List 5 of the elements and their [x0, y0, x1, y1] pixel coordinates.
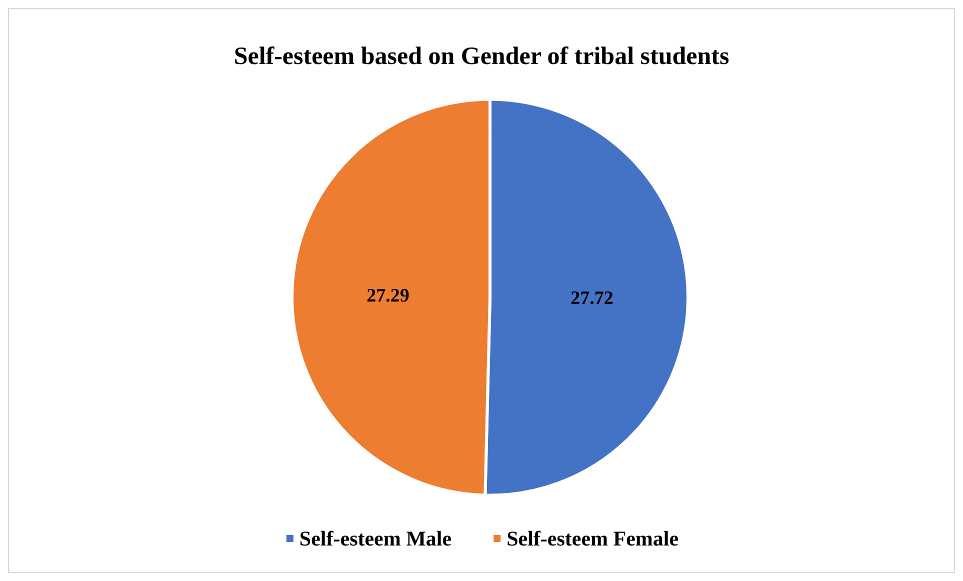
data-label: 27.72: [570, 288, 614, 310]
legend-label: Self-esteem Female: [506, 526, 679, 550]
chart-title: Self-esteem based on Gender of tribal students: [234, 43, 730, 70]
legend-label: Self-esteem Male: [299, 526, 452, 550]
data-label: 27.29: [366, 286, 410, 307]
